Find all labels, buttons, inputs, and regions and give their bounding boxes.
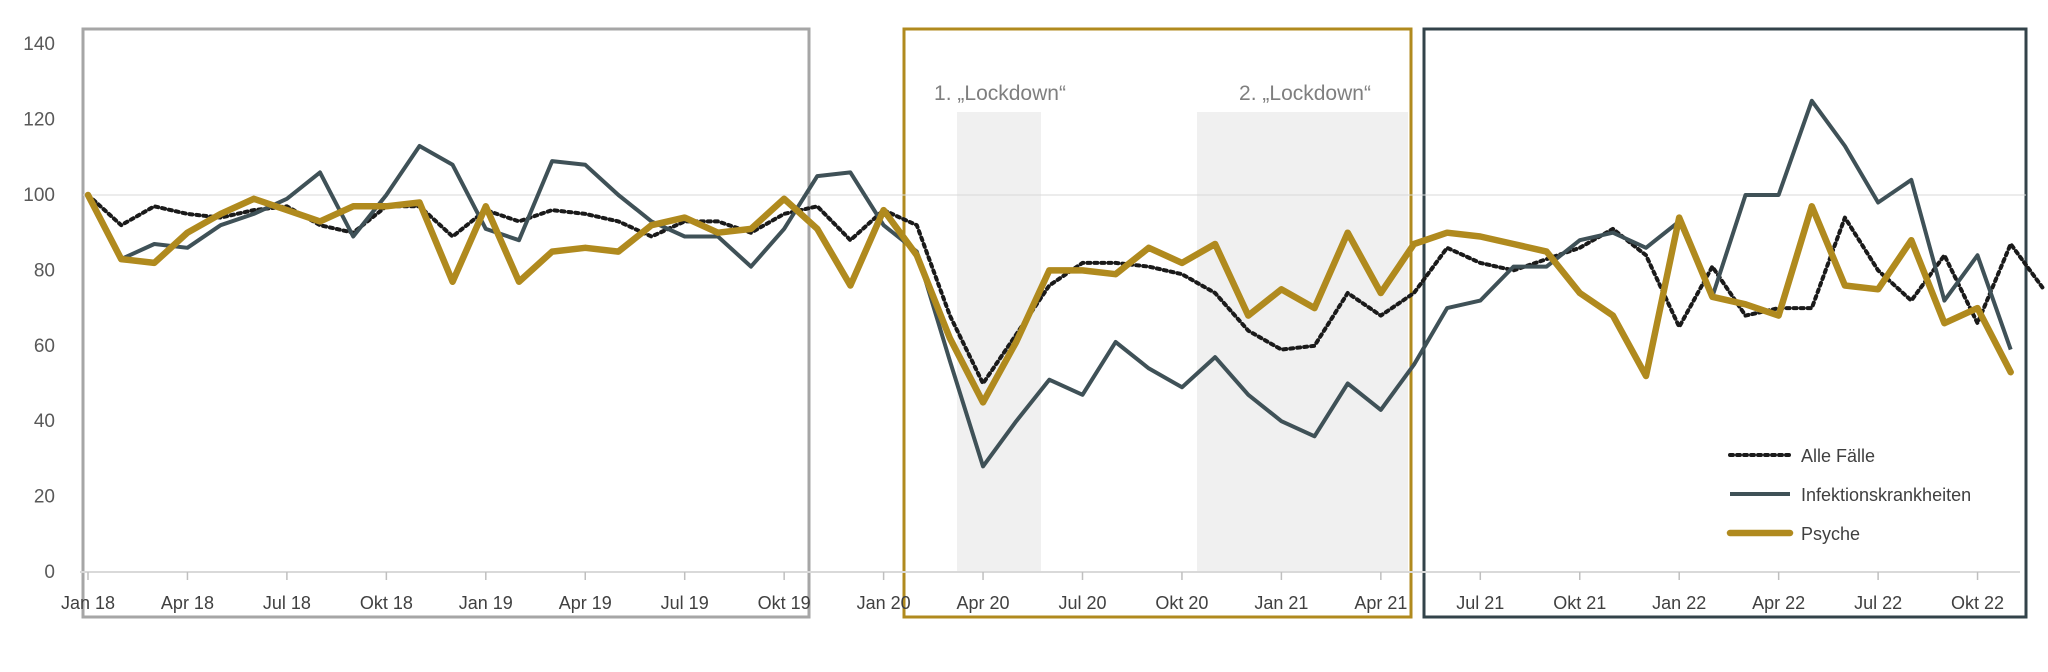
x-tick-label: Jan 21 bbox=[1254, 593, 1308, 613]
x-tick-label: Okt 18 bbox=[360, 593, 413, 613]
lockdown-bands bbox=[957, 112, 1408, 572]
x-tick-label: Okt 19 bbox=[758, 593, 811, 613]
lockdown-band-1 bbox=[957, 112, 1041, 572]
x-tick-label: Apr 22 bbox=[1752, 593, 1805, 613]
x-tick-label: Jul 21 bbox=[1456, 593, 1504, 613]
x-tick-label: Jan 22 bbox=[1652, 593, 1706, 613]
x-tick-label: Jan 20 bbox=[857, 593, 911, 613]
lockdown-label-2: 2. „Lockdown“ bbox=[1239, 82, 1371, 105]
frame-pre-pandemic bbox=[81, 27, 811, 619]
y-tick-label: 120 bbox=[23, 110, 55, 131]
x-tick-label: Okt 20 bbox=[1155, 593, 1208, 613]
x-tick-label: Jan 18 bbox=[61, 593, 115, 613]
lockdown-label-1: 1. „Lockdown“ bbox=[934, 82, 1066, 105]
legend-label-0: Alle Fälle bbox=[1801, 446, 1875, 466]
x-tick-label: Okt 22 bbox=[1951, 593, 2004, 613]
y-tick-label: 20 bbox=[34, 487, 55, 508]
period-frames bbox=[81, 27, 2028, 619]
y-tick-label: 60 bbox=[34, 336, 55, 357]
y-tick-label: 140 bbox=[23, 34, 55, 55]
series-line-0 bbox=[86, 193, 2046, 386]
x-tick-label: Okt 21 bbox=[1553, 593, 1606, 613]
x-tick-label: Jul 20 bbox=[1058, 593, 1106, 613]
series-line-2 bbox=[84, 191, 2014, 406]
x-tick-label: Jul 18 bbox=[263, 593, 311, 613]
annotations: 1. „Lockdown“ 2. „Lockdown“ bbox=[934, 82, 1371, 105]
frame-lockdown-phase bbox=[902, 27, 1413, 619]
legend-label-1: Infektionskrankheiten bbox=[1801, 485, 1971, 505]
y-tick-label: 100 bbox=[23, 185, 55, 206]
x-tick-label: Jul 19 bbox=[661, 593, 709, 613]
axes: 0 20 40 60 80 100 120 140 Jan 18 Apr 18 Jul 18 Okt … bbox=[23, 34, 2020, 613]
y-tick-label: 40 bbox=[34, 411, 55, 432]
frame-post-lockdown bbox=[1422, 27, 2028, 619]
y-tick-label: 0 bbox=[44, 562, 55, 583]
x-tick-label: Jan 19 bbox=[459, 593, 513, 613]
x-tick-label: Apr 21 bbox=[1354, 593, 1407, 613]
x-tick-label: Jul 22 bbox=[1854, 593, 1902, 613]
legend-label-2: Psyche bbox=[1801, 524, 1860, 544]
y-tick-label: 80 bbox=[34, 260, 55, 281]
lockdown-band-2 bbox=[1197, 112, 1408, 572]
series-layer bbox=[84, 98, 2046, 469]
x-tick-label: Apr 19 bbox=[559, 593, 612, 613]
legend: Alle Fälle Infektionskrankheiten Psyche bbox=[1726, 446, 1971, 544]
x-tick-label: Apr 18 bbox=[161, 593, 214, 613]
x-tick-label: Apr 20 bbox=[957, 593, 1010, 613]
